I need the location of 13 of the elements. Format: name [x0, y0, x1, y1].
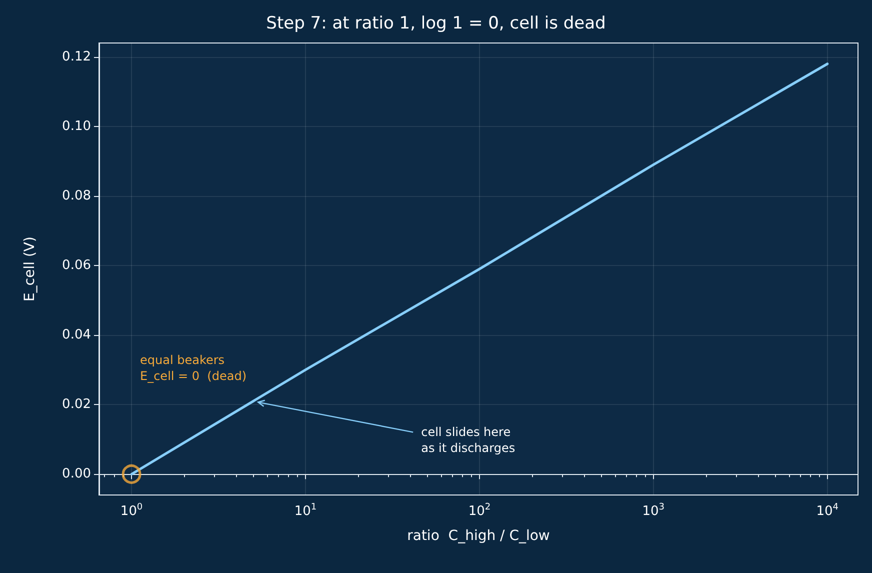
x-axis-title: ratio C_high / C_low	[407, 528, 550, 544]
chart-title: Step 7: at ratio 1, log 1 = 0, cell is dead	[266, 14, 606, 34]
y-axis-title: E_cell (V)	[22, 236, 38, 302]
line-series	[130, 62, 829, 476]
y-tick-label: 0.04	[62, 328, 91, 343]
y-tick-label: 0.12	[62, 49, 91, 64]
y-tick-label: 0.02	[62, 397, 91, 412]
annotation: equal beakers E_cell = 0 (dead)	[140, 353, 247, 383]
y-tick-label: 0.06	[62, 258, 91, 274]
annotation: cell slides here as it discharges	[421, 425, 516, 456]
y-tick-label: 0.00	[62, 466, 91, 482]
y-tick-label: 0.10	[62, 118, 91, 134]
y-tick-label: 0.08	[62, 188, 91, 204]
